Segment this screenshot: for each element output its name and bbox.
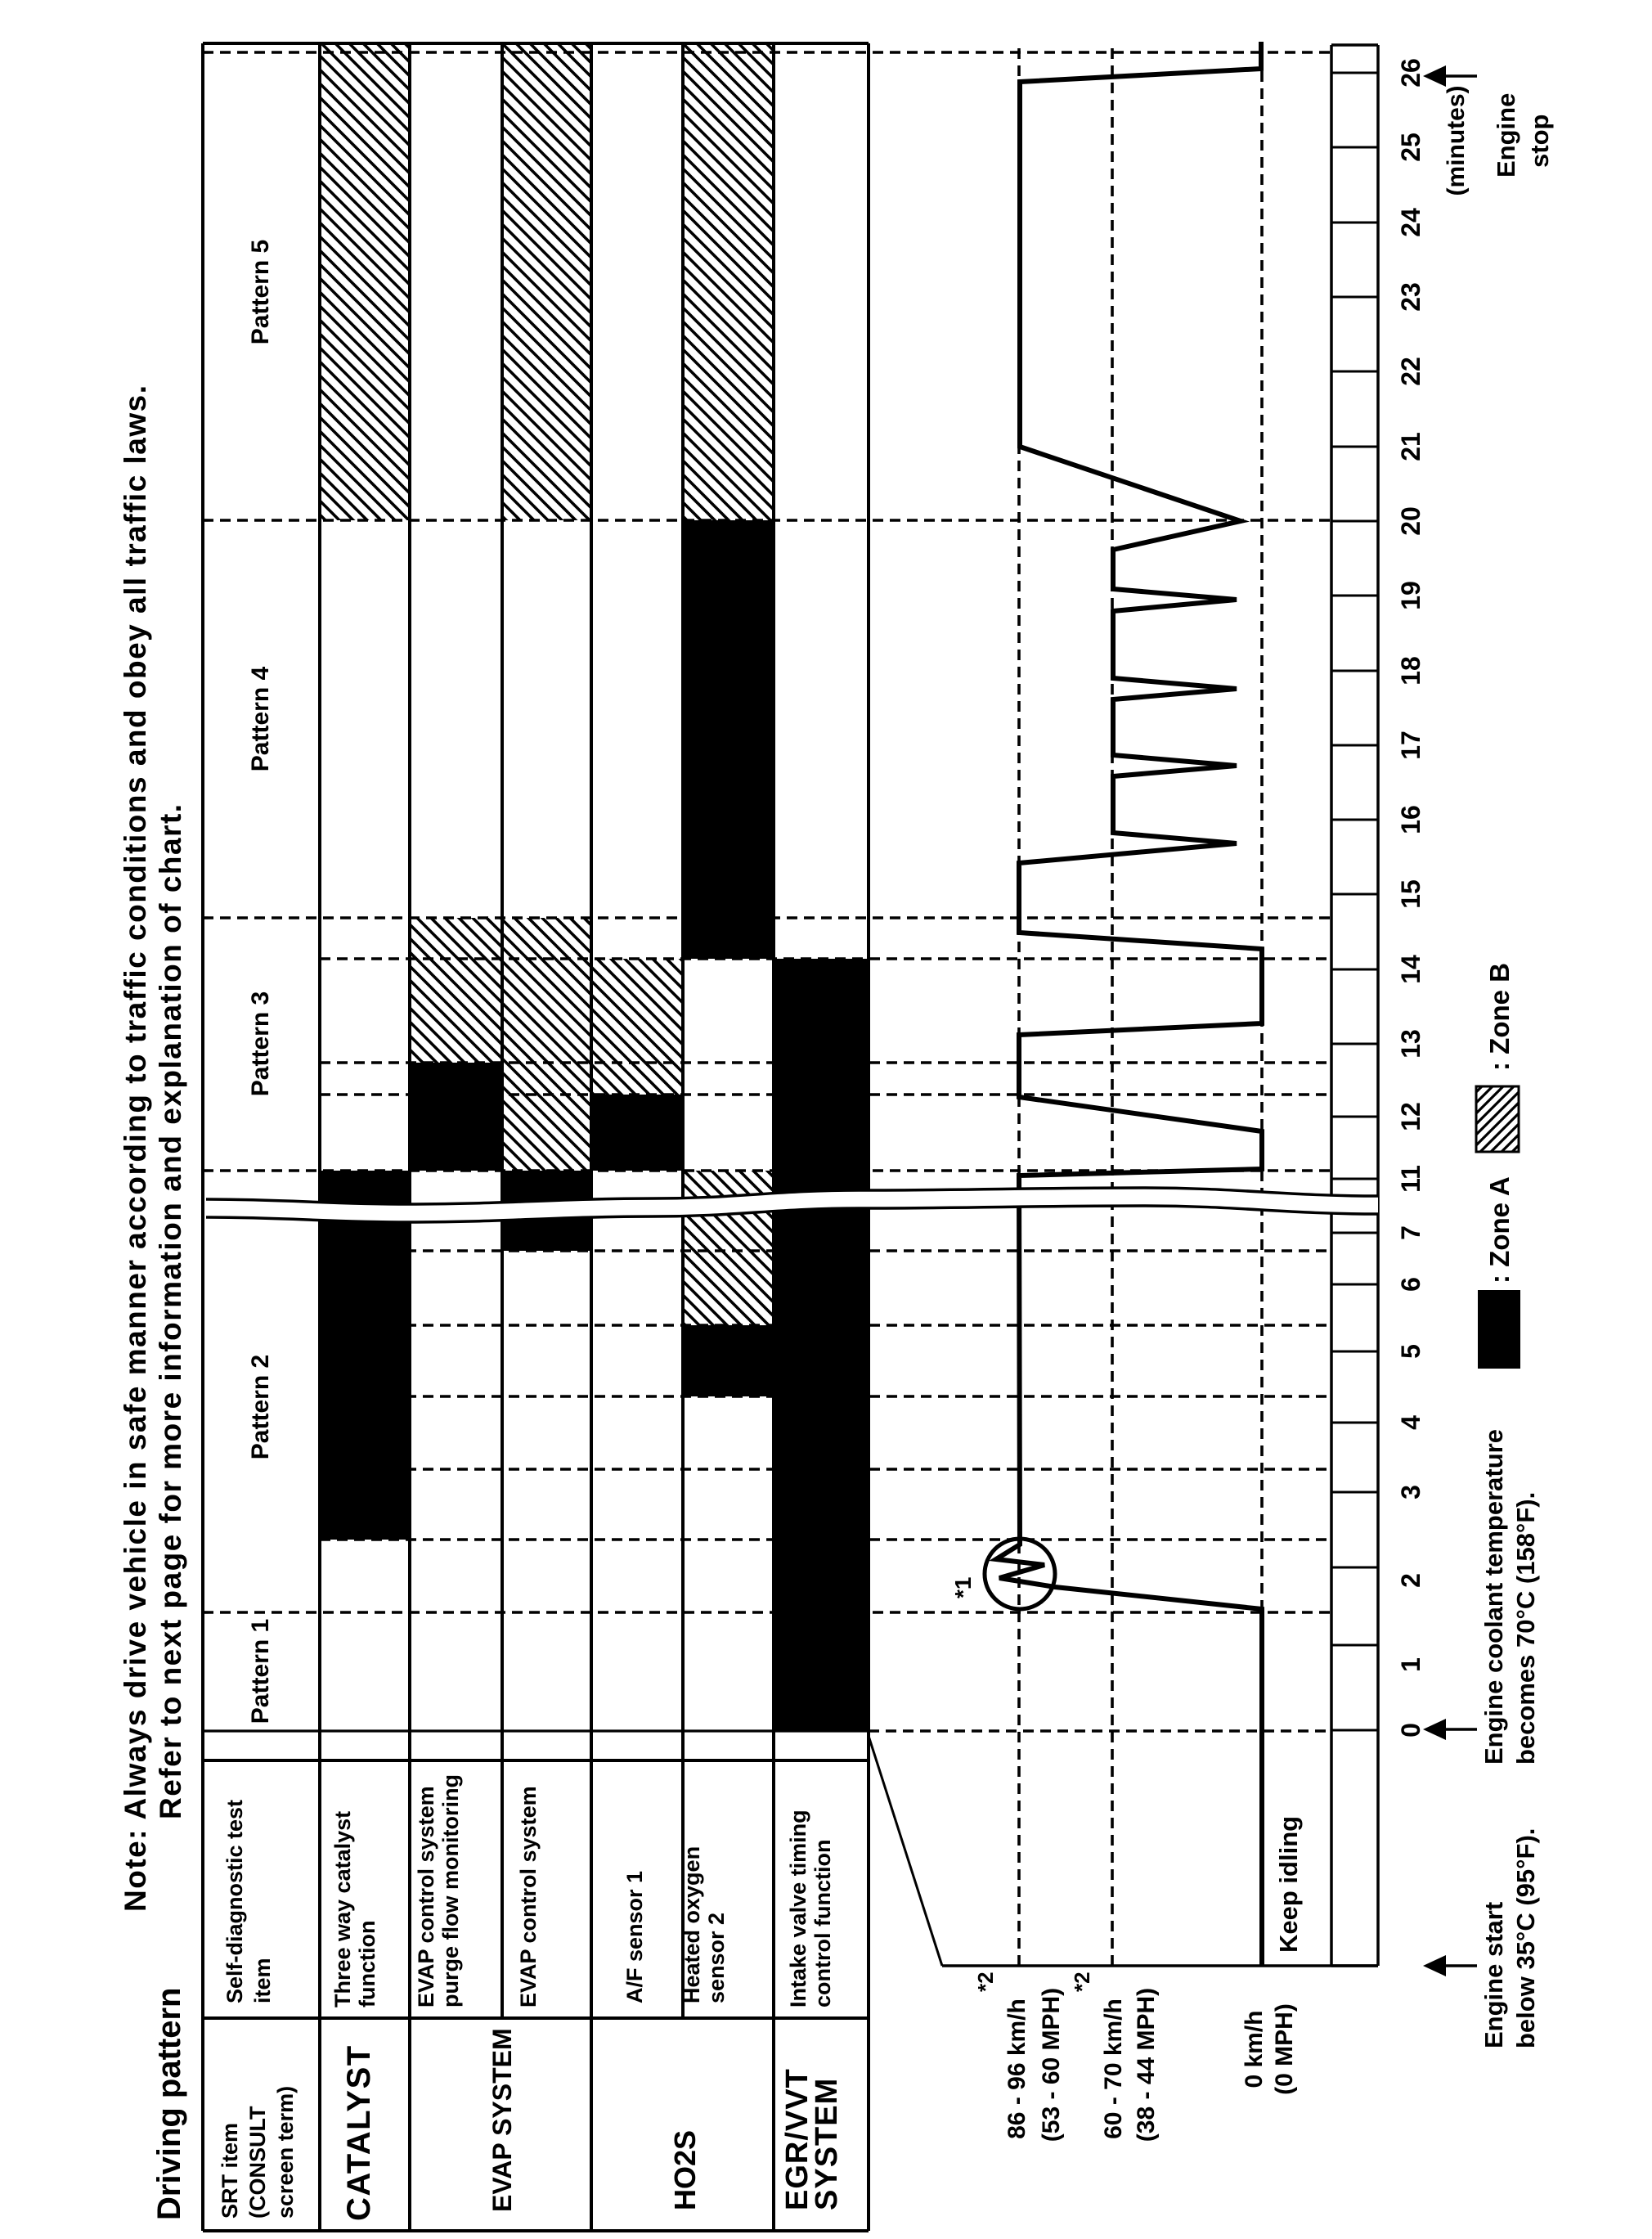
svg-text:4: 4 [1396, 1415, 1425, 1430]
svg-text:below 35°C (95°F).: below 35°C (95°F). [1511, 1828, 1540, 2048]
svg-text:14: 14 [1396, 955, 1425, 984]
svg-text:(38 - 44 MPH): (38 - 44 MPH) [1133, 1988, 1160, 2142]
svg-text:HO2S: HO2S [668, 2130, 702, 2210]
svg-text:Three way catalyst: Three way catalyst [330, 1811, 355, 2007]
svg-text:Engine coolant temperature: Engine coolant temperature [1479, 1429, 1508, 1765]
svg-text:25: 25 [1396, 133, 1425, 162]
svg-text:: Zone A: : Zone A [1484, 1176, 1515, 1284]
svg-text:Note: Always drive vehicle in: Note: Always drive vehicle in safe manne… [119, 384, 152, 1912]
svg-text:23: 23 [1396, 282, 1425, 312]
svg-text:Pattern 5: Pattern 5 [247, 240, 274, 344]
svg-text:Driving pattern: Driving pattern [151, 1988, 187, 2220]
svg-text:sensor 2: sensor 2 [704, 1913, 729, 2003]
svg-text:control function: control function [810, 1840, 835, 2007]
svg-text:21: 21 [1396, 432, 1425, 461]
svg-text:0: 0 [1396, 1723, 1425, 1738]
svg-text:(CONSULT: (CONSULT [245, 2106, 270, 2219]
svg-text:Heated oxygen: Heated oxygen [680, 1846, 704, 2003]
svg-text:6: 6 [1396, 1277, 1425, 1292]
svg-text:Self-diagnostic test: Self-diagnostic test [222, 1800, 247, 2003]
svg-text:EGR/VVT: EGR/VVT [780, 2068, 815, 2210]
svg-text:function: function [355, 1921, 379, 2007]
svg-text:19: 19 [1396, 581, 1425, 610]
svg-text:24: 24 [1396, 208, 1425, 237]
svg-text:12: 12 [1396, 1102, 1425, 1131]
svg-text:Pattern 4: Pattern 4 [247, 667, 274, 772]
svg-text:item: item [250, 1958, 275, 2003]
svg-text:20: 20 [1396, 506, 1425, 536]
svg-text:2: 2 [1396, 1573, 1425, 1588]
svg-text:16: 16 [1396, 805, 1425, 834]
svg-text:22: 22 [1396, 357, 1425, 386]
svg-text:13: 13 [1396, 1029, 1425, 1059]
svg-text:Pattern 2: Pattern 2 [247, 1355, 274, 1459]
svg-text:SRT item: SRT item [218, 2123, 242, 2219]
svg-text:86 - 96 km/h: 86 - 96 km/h [1003, 1998, 1030, 2139]
svg-text:60 - 70 km/h: 60 - 70 km/h [1100, 1998, 1127, 2139]
svg-text:stop: stop [1525, 115, 1554, 168]
svg-text:(53 - 60 MPH): (53 - 60 MPH) [1038, 1988, 1065, 2142]
svg-text:becomes 70°C (158°F).: becomes 70°C (158°F). [1511, 1492, 1540, 1765]
svg-text:SYSTEM: SYSTEM [810, 2078, 844, 2210]
svg-text:CATALYST: CATALYST [341, 2044, 377, 2221]
svg-text:Intake valve timing: Intake valve timing [786, 1810, 810, 2007]
svg-text:17: 17 [1396, 731, 1425, 760]
svg-text:Engine start: Engine start [1479, 1902, 1508, 2048]
svg-text:26: 26 [1396, 58, 1425, 88]
svg-text:screen term): screen term) [273, 2086, 298, 2219]
svg-text:(minutes): (minutes) [1443, 86, 1470, 196]
svg-text:Engine: Engine [1492, 93, 1520, 178]
svg-text:A/F sensor 1: A/F sensor 1 [622, 1871, 647, 2003]
svg-text:15: 15 [1396, 879, 1425, 909]
svg-text:: Zone B: : Zone B [1484, 963, 1515, 1071]
svg-text:18: 18 [1396, 656, 1425, 686]
svg-text:0 km/h: 0 km/h [1241, 2010, 1268, 2088]
svg-text:Pattern 1: Pattern 1 [247, 1619, 274, 1724]
svg-text:Pattern 3: Pattern 3 [247, 991, 274, 1096]
svg-text:*2: *2 [1070, 1971, 1094, 1992]
svg-text:5: 5 [1396, 1344, 1425, 1359]
svg-text:purge flow monitoring: purge flow monitoring [438, 1774, 463, 2007]
svg-text:EVAP control system: EVAP control system [414, 1786, 438, 2007]
svg-text:Keep idling: Keep idling [1274, 1816, 1303, 1953]
svg-text:3: 3 [1396, 1485, 1425, 1499]
svg-text:7: 7 [1396, 1225, 1425, 1240]
svg-text:EVAP SYSTEM: EVAP SYSTEM [487, 2028, 517, 2212]
svg-text:*2: *2 [973, 1971, 998, 1992]
svg-text:1: 1 [1396, 1657, 1425, 1672]
svg-text:Refer to next page for more in: Refer to next page for more information … [154, 803, 187, 1819]
svg-text:EVAP control system: EVAP control system [516, 1786, 541, 2007]
svg-text:11: 11 [1396, 1165, 1425, 1193]
svg-text:(0 MPH): (0 MPH) [1271, 2003, 1298, 2095]
svg-text:*1: *1 [950, 1577, 976, 1598]
